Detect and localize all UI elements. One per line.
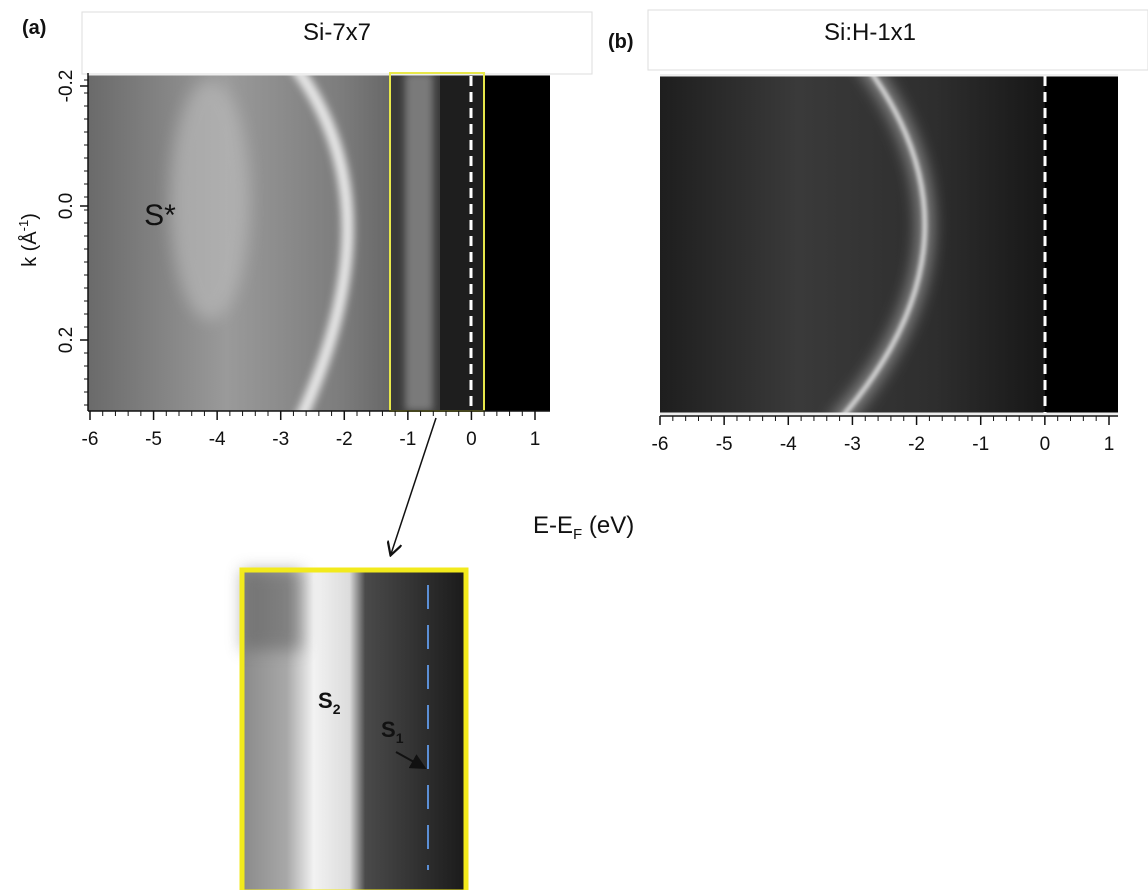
x-tick-label: -5 [145,429,162,450]
arpes-image [88,73,550,411]
y-axis-label: k (Å-1) [16,213,41,267]
y-tick-label: -0.2 [56,70,77,103]
state-label: S1 [381,717,404,746]
state-label: S2 [318,688,341,717]
zoom-arrow [391,417,437,554]
x-tick-label: -2 [336,429,353,450]
axis-b: -6 -5 -4 -3 -2 -1 0 1 [652,416,1115,455]
inset [239,567,469,890]
panel-label: (a) [22,17,46,39]
panel-title: Si:H-1x1 [824,19,916,46]
arpes-image [660,74,1118,415]
state-arrow [395,751,427,769]
x-tick-label: -3 [272,429,289,450]
title-box [647,9,1148,71]
x-tick-label: -3 [844,434,861,455]
x-tick-label: -1 [399,429,416,450]
panel-title: Si-7x7 [303,19,371,46]
annotation: S* [144,199,176,232]
x-tick-label: -4 [209,429,226,450]
x-tick-label: 1 [530,429,541,450]
axis-a: -6 -5 -4 -3 -2 -1 0 1 -0.2 0.0 0.2 [56,70,540,450]
x-tick-label: 0 [466,429,477,450]
panel-label: (b) [608,31,634,53]
x-tick-label: 0 [1040,434,1051,455]
y-tick-label: 0.0 [56,193,77,219]
x-tick-label: -4 [780,434,797,455]
x-tick-label: -5 [716,434,733,455]
x-axis-label: E-EF (eV) [533,512,634,543]
x-tick-label: -1 [972,434,989,455]
x-tick-label: 1 [1104,434,1115,455]
x-tick-label: -6 [652,434,669,455]
x-tick-label: -2 [908,434,925,455]
y-tick-label: 0.2 [56,327,77,353]
title-box [81,11,593,75]
x-tick-label: -6 [82,429,99,450]
